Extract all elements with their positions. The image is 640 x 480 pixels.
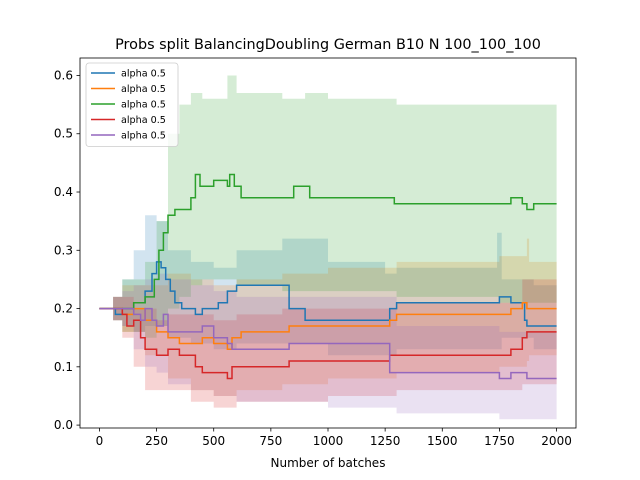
y-tick-label: 0.1: [54, 360, 73, 374]
x-tick-label: 1000: [313, 434, 344, 448]
series-lines: [99, 173, 557, 380]
x-tick-label: 250: [145, 434, 168, 448]
x-tick-label: 0: [96, 434, 104, 448]
legend-entry-label: alpha 0.5: [121, 131, 166, 142]
y-tick-label: 0.3: [54, 243, 73, 257]
legend-entry-label: alpha 0.5: [121, 84, 166, 95]
x-tick-label: 1500: [427, 434, 458, 448]
x-tick-label: 500: [202, 434, 225, 448]
legend-entry-label: alpha 0.5: [121, 69, 166, 80]
series-line-1: [99, 261, 557, 327]
legend-entry-label: alpha 0.5: [121, 115, 166, 126]
x-tick-label: 2000: [541, 434, 572, 448]
y-tick-label: 0.5: [54, 127, 73, 141]
y-tick-label: 0.6: [54, 68, 73, 82]
x-tick-label: 1750: [484, 434, 515, 448]
confidence-band-1: [99, 215, 557, 356]
y-tick-label: 0.0: [54, 418, 73, 432]
legend: alpha 0.5 alpha 0.5 alpha 0.5 alpha 0.5 alph…: [85, 62, 179, 147]
y-tick-label: 0.2: [54, 302, 73, 316]
legend-box: [85, 62, 179, 147]
x-tick-label: 750: [259, 434, 282, 448]
x-axis-label: Number of batches: [271, 456, 386, 470]
series-line-5: [99, 307, 557, 380]
chart-title: Probs split BalancingDoubling German B10…: [115, 37, 541, 53]
confidence-band-5: [99, 273, 557, 420]
y-axis: 0.0 0.1 0.2 0.3 0.4 0.5 0.6: [54, 68, 80, 432]
legend-entry-label: alpha 0.5: [121, 100, 166, 111]
series-line-3: [99, 173, 557, 310]
confidence-band-2: [99, 238, 557, 396]
x-axis: 0 250 500 750 1000 1250 1500 1750 2000: [96, 428, 572, 448]
x-tick-label: 1250: [370, 434, 401, 448]
y-tick-label: 0.4: [54, 185, 73, 199]
confidence-band-3: [99, 75, 557, 338]
series-line-4: [99, 307, 557, 380]
confidence-bands: [99, 75, 557, 420]
